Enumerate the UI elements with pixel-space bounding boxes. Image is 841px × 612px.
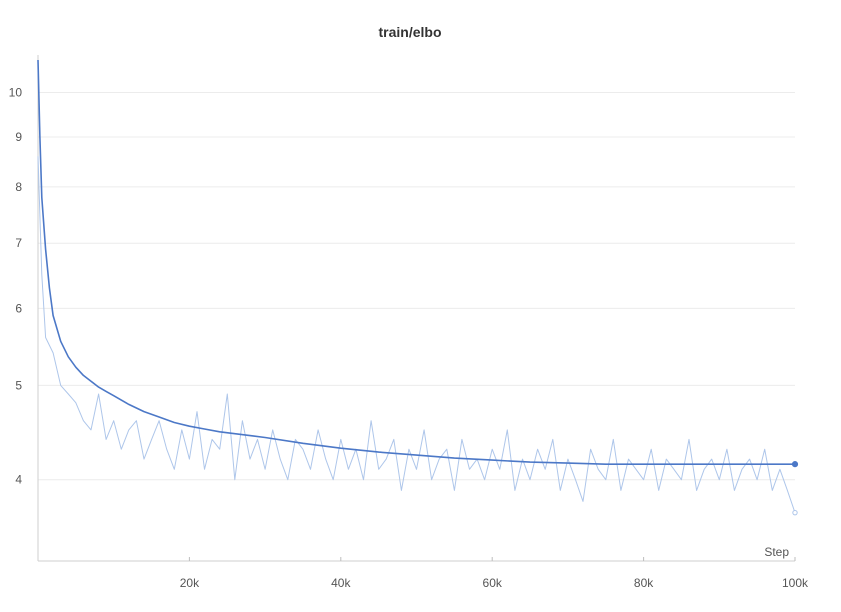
y-tick-label: 6	[15, 301, 22, 315]
x-tick-label: 100k	[782, 576, 809, 590]
series-end-point-smoothed	[791, 461, 799, 468]
y-tick-label: 9	[15, 130, 22, 144]
x-tick-label: 60k	[483, 576, 503, 590]
y-tick-label: 7	[15, 236, 22, 250]
chart-title: train/elbo	[378, 24, 442, 40]
series-line-raw	[37, 156, 796, 513]
series-line-smoothed	[37, 59, 795, 466]
tick-labels: 4 5 6 7 8 9 10 20k 40k 60k 80k 100k Step	[9, 86, 809, 590]
y-tick-label: 4	[15, 473, 22, 487]
axes	[37, 55, 796, 562]
x-axis-label: Step	[764, 545, 789, 559]
x-tick-label: 20k	[180, 576, 200, 590]
series-end-point-raw	[792, 509, 798, 516]
series-layer	[37, 59, 799, 516]
grid-lines	[38, 92, 795, 481]
y-tick-label: 5	[15, 378, 22, 392]
y-tick-label: 8	[15, 180, 22, 194]
x-tick-label: 80k	[634, 576, 654, 590]
x-tick-label: 40k	[331, 576, 351, 590]
y-tick-label: 10	[9, 86, 23, 100]
